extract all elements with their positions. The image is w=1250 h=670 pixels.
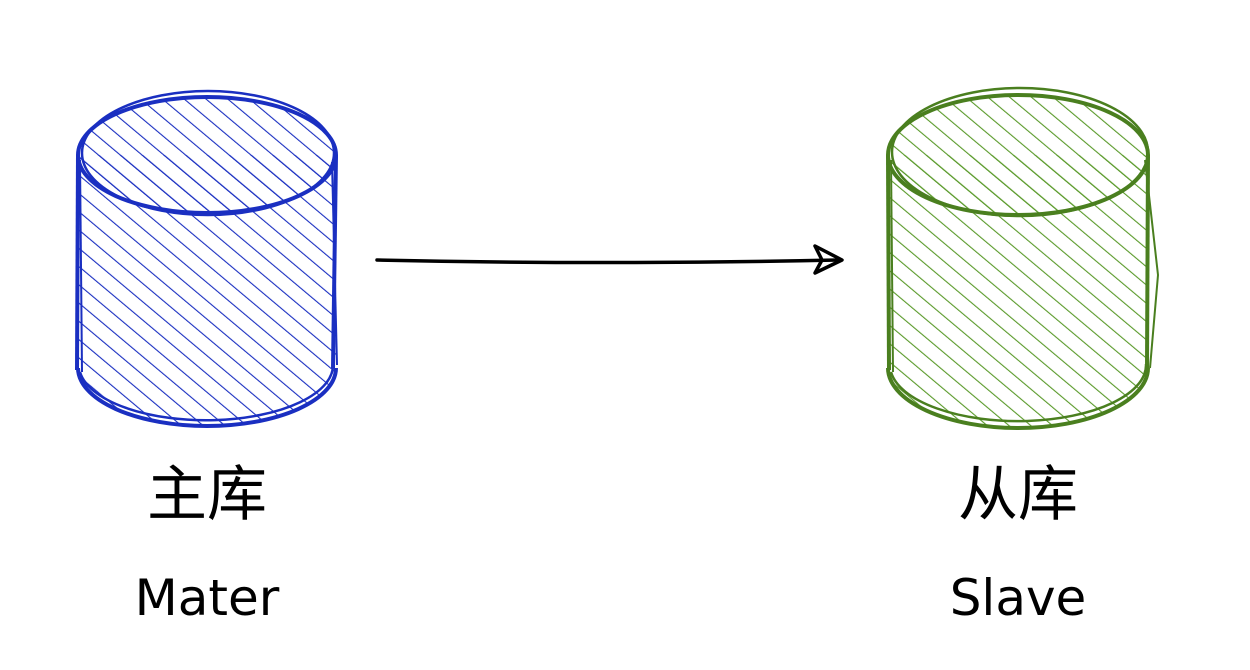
slave-database-cylinder (886, 86, 1160, 430)
master-label-cn: 主库 (147, 460, 267, 530)
replication-arrow (375, 244, 844, 275)
slave-label-en: Slave (950, 569, 1087, 627)
master-database-cylinder (75, 89, 338, 428)
master-label-en: Mater (135, 569, 280, 627)
slave-label-cn: 从库 (958, 460, 1078, 530)
